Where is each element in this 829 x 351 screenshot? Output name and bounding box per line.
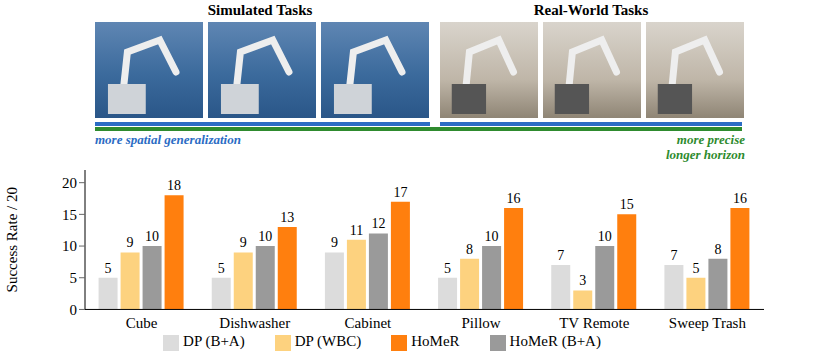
svg-text:15: 15 <box>62 207 77 223</box>
svg-text:10: 10 <box>145 229 159 244</box>
html-text:Real-World Tasks: Real-World Tasks <box>533 2 649 18</box>
svg-text:8: 8 <box>466 242 473 257</box>
svg-text:10: 10 <box>485 229 499 244</box>
html-text:DP (B+A): DP (B+A) <box>183 333 245 350</box>
svg-text:Cube: Cube <box>126 315 158 331</box>
svg-text:TV Remote: TV Remote <box>559 315 629 331</box>
svg-text:0: 0 <box>70 302 78 318</box>
svg-text:5: 5 <box>218 261 225 276</box>
html-text:Simulated Tasks: Simulated Tasks <box>207 2 313 18</box>
svg-text:5: 5 <box>692 261 699 276</box>
svg-text:5: 5 <box>105 261 112 276</box>
svg-text:13: 13 <box>280 210 294 225</box>
html-text:more precise: more precise <box>676 132 745 147</box>
svg-text:10: 10 <box>598 229 612 244</box>
svg-text:9: 9 <box>127 235 134 250</box>
html-text:HoMeR (B+A): HoMeR (B+A) <box>509 333 601 350</box>
svg-text:8: 8 <box>714 242 721 257</box>
svg-text:9: 9 <box>240 235 247 250</box>
html-text:DP (WBC): DP (WBC) <box>294 333 362 350</box>
svg-text:Dishwasher: Dishwasher <box>219 315 290 331</box>
html-text:HoMeR: HoMeR <box>411 333 460 350</box>
svg-text:7: 7 <box>670 248 677 263</box>
svg-text:17: 17 <box>393 185 407 200</box>
svg-text:15: 15 <box>620 197 634 212</box>
svg-text:10: 10 <box>62 238 77 254</box>
svg-text:3: 3 <box>579 273 586 288</box>
svg-text:5: 5 <box>444 261 451 276</box>
svg-text:Success Rate / 20: Success Rate / 20 <box>4 187 20 292</box>
svg-text:11: 11 <box>350 223 363 238</box>
svg-text:Pillow: Pillow <box>461 315 500 331</box>
svg-text:16: 16 <box>507 191 521 206</box>
svg-text:Sweep Trash: Sweep Trash <box>669 315 747 331</box>
svg-text:18: 18 <box>167 178 181 193</box>
html-text:longer horizon: longer horizon <box>665 147 745 162</box>
svg-text:12: 12 <box>371 216 385 231</box>
svg-text:16: 16 <box>733 191 747 206</box>
svg-text:9: 9 <box>331 235 338 250</box>
svg-text:10: 10 <box>258 229 272 244</box>
html-text:more spatial generalization: more spatial generalization <box>95 132 241 147</box>
svg-text:5: 5 <box>70 270 78 286</box>
svg-text:Cabinet: Cabinet <box>345 315 392 331</box>
svg-text:7: 7 <box>557 248 564 263</box>
svg-text:20: 20 <box>62 175 77 191</box>
